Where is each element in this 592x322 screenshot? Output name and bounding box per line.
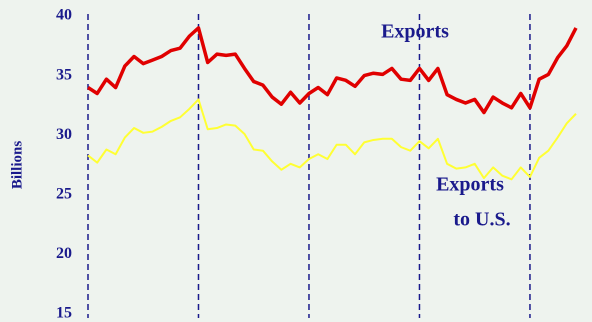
line-series (87, 98, 577, 181)
y-tick-label: 40 (56, 7, 72, 24)
y-axis-label: Billions (9, 141, 25, 190)
y-tick-label: 25 (56, 185, 72, 202)
y-tick-label: 30 (56, 126, 72, 143)
y-tick-label: 35 (56, 66, 72, 83)
annotation: Exports (381, 21, 449, 43)
y-tick-label: 15 (56, 305, 72, 322)
annotation: Exports (436, 174, 504, 196)
annotation: to U.S. (453, 209, 510, 231)
line-series (87, 26, 578, 115)
y-tick-label: 20 (56, 245, 72, 262)
